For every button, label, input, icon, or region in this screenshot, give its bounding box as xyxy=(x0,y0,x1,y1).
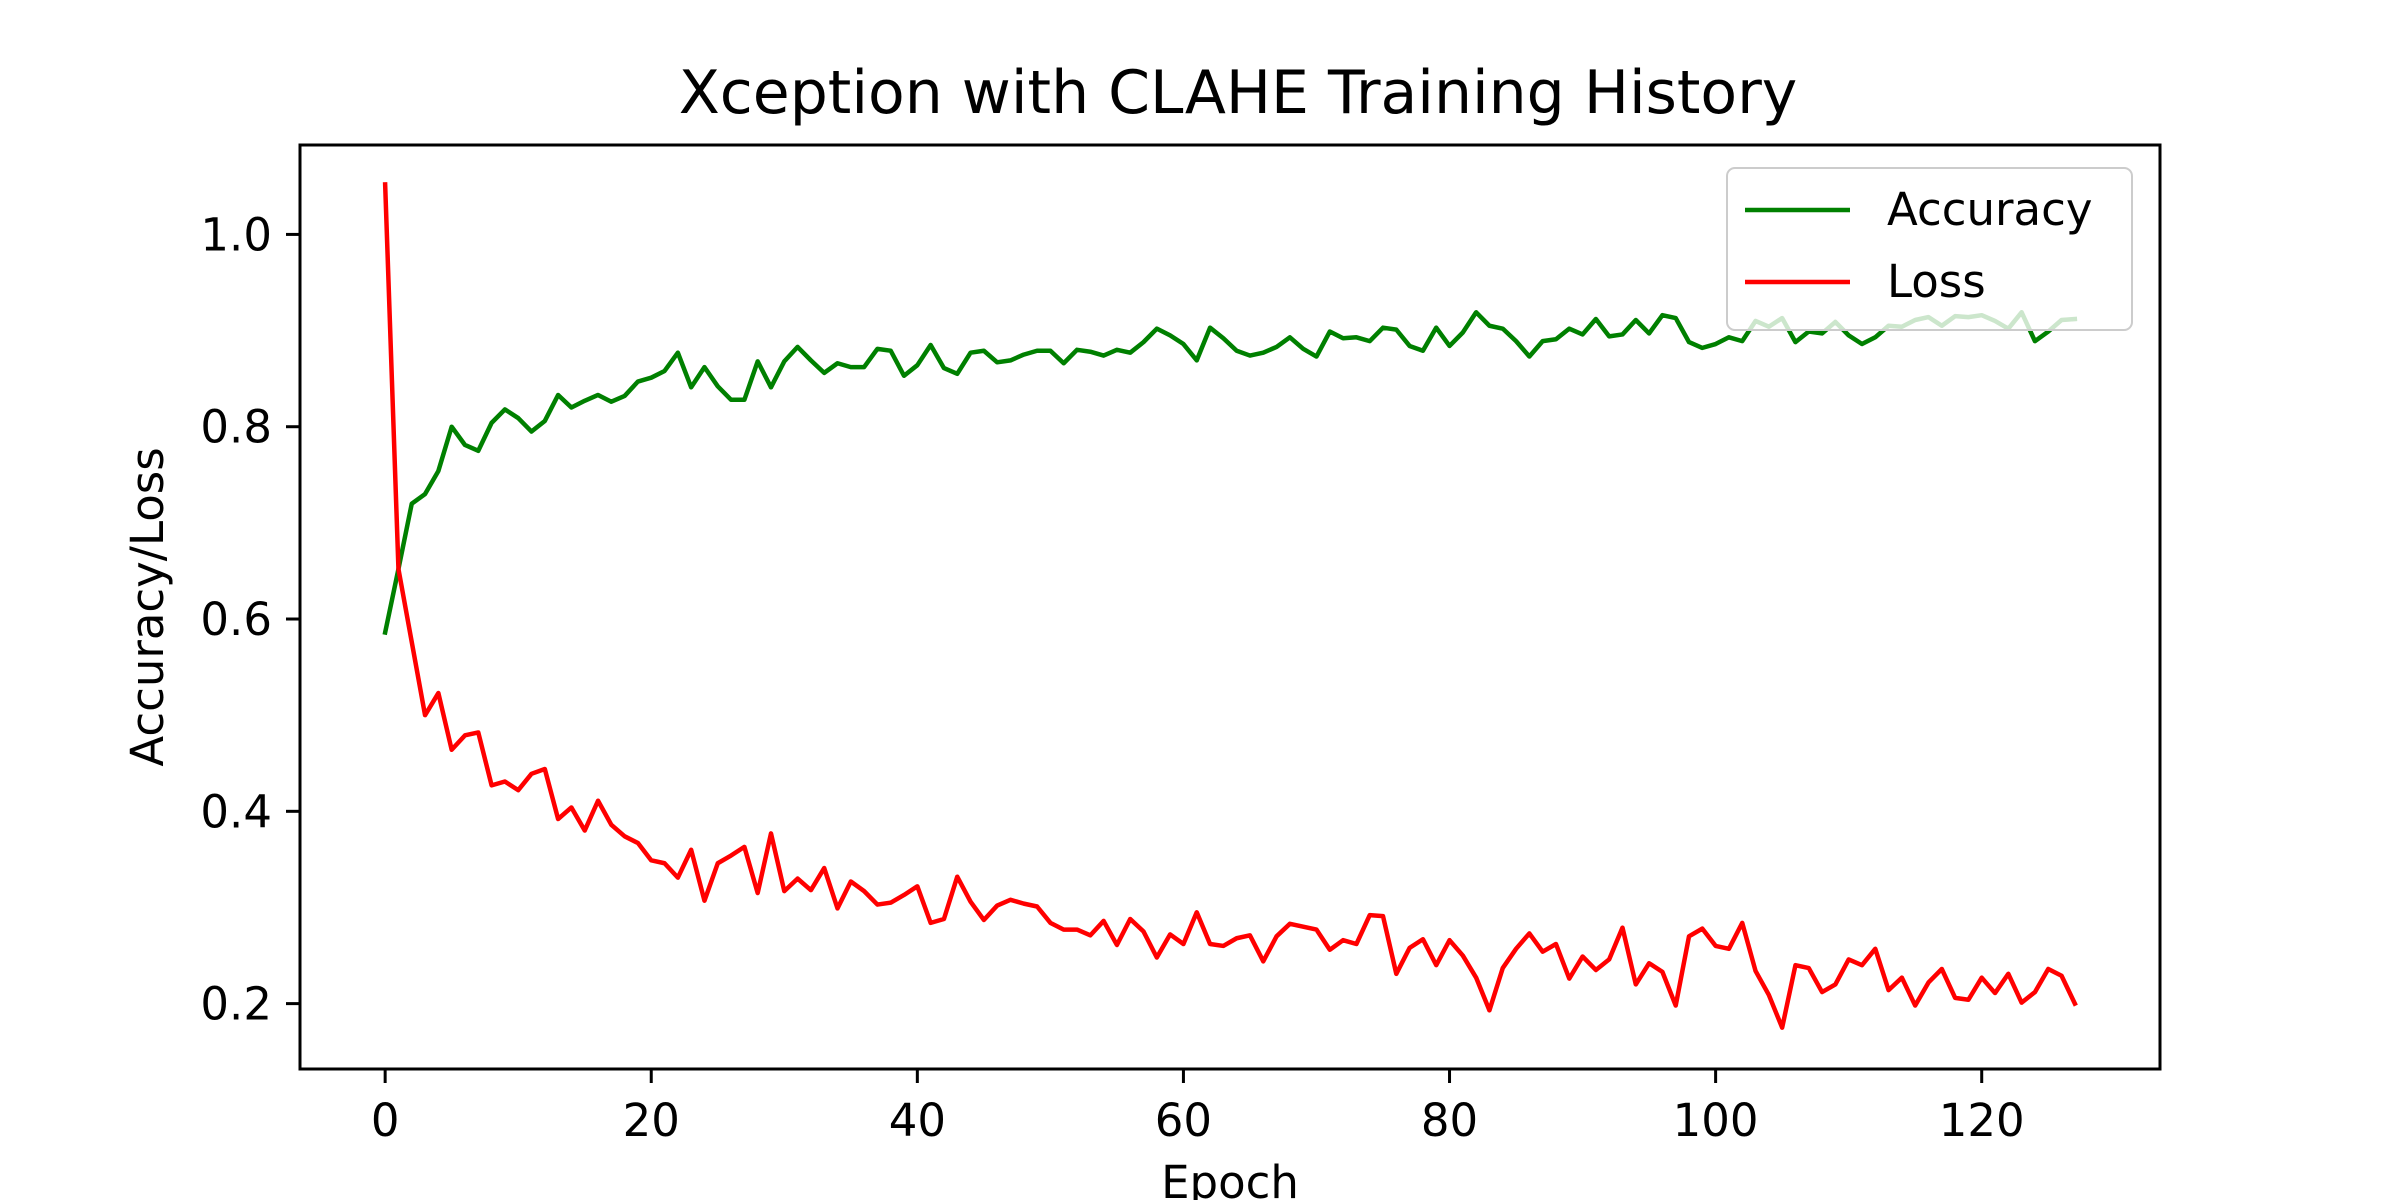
legend: Accuracy Loss xyxy=(1726,167,2133,331)
y-axis-label: Accuracy/Loss xyxy=(121,447,174,766)
x-tick-label: 100 xyxy=(1673,1094,1759,1147)
y-tick-label: 0.8 xyxy=(200,401,272,454)
y-tick-label: 0.6 xyxy=(200,593,272,646)
axes-layer: 0 20 40 60 80 100 120 0.2 0.4 0.6 0.8 1.0 xyxy=(200,208,2024,1147)
x-tick-label: 40 xyxy=(889,1094,946,1147)
plot-frame xyxy=(298,143,2162,1071)
x-tick-label: 80 xyxy=(1421,1094,1478,1147)
chart-title: Xception with CLAHE Training History xyxy=(679,58,1798,128)
series-layer xyxy=(382,182,2078,1030)
x-tick-label: 20 xyxy=(623,1094,680,1147)
legend-accuracy-label: Accuracy xyxy=(1887,183,2092,236)
series-line-accuracy xyxy=(382,310,2078,636)
y-tick-label: 0.2 xyxy=(200,978,272,1031)
legend-loss-label: Loss xyxy=(1887,255,1986,308)
series-line-loss xyxy=(382,182,2078,1030)
x-tick-label: 120 xyxy=(1939,1094,2025,1147)
y-tick-label: 0.4 xyxy=(200,785,272,838)
x-tick-label: 0 xyxy=(371,1094,400,1147)
x-axis-label: Epoch xyxy=(1161,1156,1299,1200)
x-tick-label: 60 xyxy=(1155,1094,1212,1147)
y-tick-label: 1.0 xyxy=(200,208,272,261)
